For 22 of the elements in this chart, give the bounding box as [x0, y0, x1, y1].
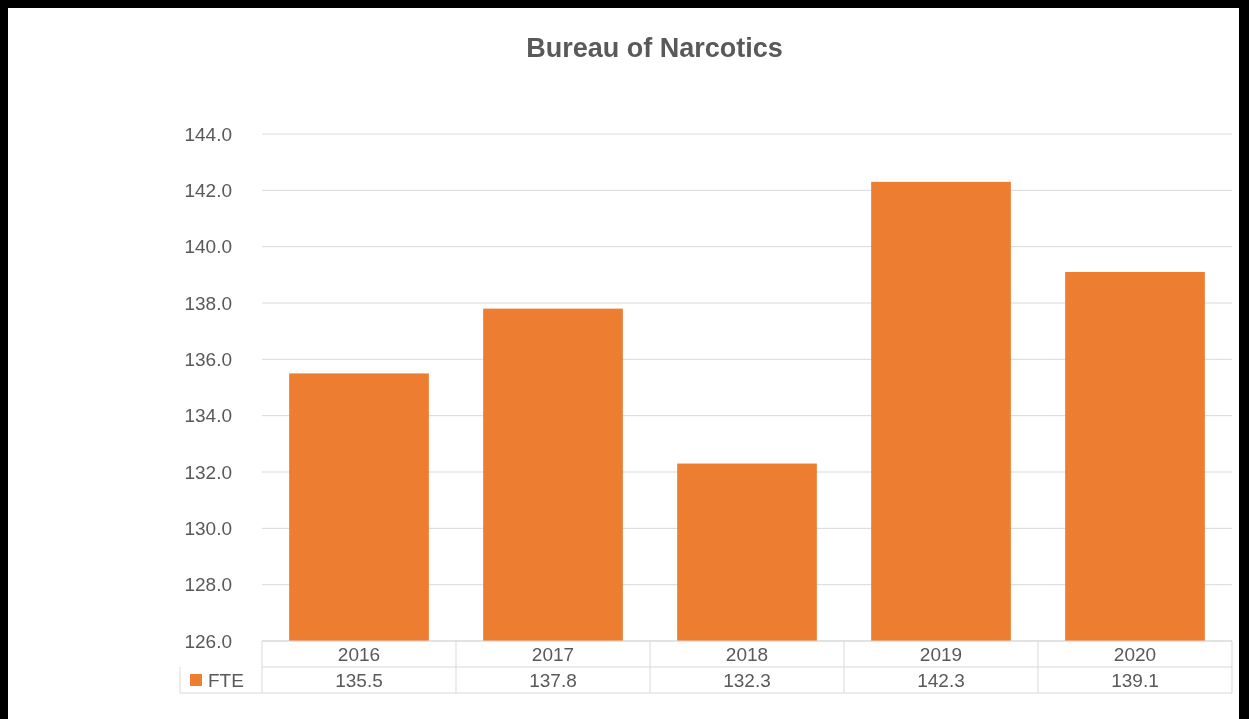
data-label: 139.1: [1111, 670, 1159, 692]
x-tick-label: 2018: [725, 644, 769, 666]
data-label: 132.3: [723, 670, 771, 692]
y-tick-label: 128.0: [184, 574, 232, 596]
legend-label: FTE: [208, 670, 244, 692]
data-label: 135.5: [335, 670, 383, 692]
x-tick-label: 2019: [919, 644, 963, 666]
y-tick-label: 140.0: [184, 236, 232, 258]
y-tick-label: 144.0: [184, 123, 232, 145]
x-tick-label: 2020: [1113, 644, 1157, 666]
data-label: 142.3: [917, 670, 965, 692]
y-tick-label: 142.0: [184, 179, 232, 201]
y-tick-label: 136.0: [184, 348, 232, 370]
chart-title: Bureau of Narcotics: [526, 33, 783, 63]
y-tick-label: 134.0: [184, 405, 232, 427]
y-tick-label: 130.0: [184, 517, 232, 539]
x-tick-label: 2017: [531, 644, 575, 666]
y-tick-label: 126.0: [184, 630, 232, 652]
x-tick-label: 2016: [337, 644, 381, 666]
data-label: 137.8: [529, 670, 577, 692]
y-tick-label: 138.0: [184, 292, 232, 314]
y-tick-label: 132.0: [184, 461, 232, 483]
